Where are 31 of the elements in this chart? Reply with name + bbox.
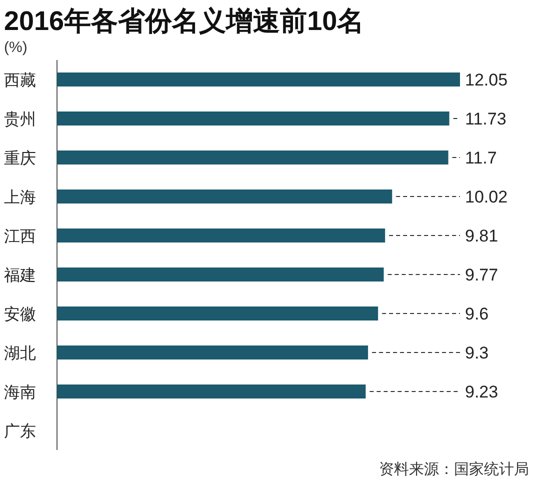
data-label: 12.05 xyxy=(465,70,508,90)
data-label: 9.23 xyxy=(465,382,498,402)
data-label: 10.02 xyxy=(465,188,508,206)
y-tick-label: 贵州 xyxy=(4,110,36,128)
data-label: 11.7 xyxy=(465,148,497,168)
y-tick-label: 西藏 xyxy=(4,72,36,90)
y-tick-label: 上海 xyxy=(4,188,36,206)
data-label: 9.3 xyxy=(465,344,489,362)
y-tick-label: 广东 xyxy=(4,422,36,440)
data-label: 11.73 xyxy=(465,110,506,128)
y-tick-label: 湖北 xyxy=(4,344,36,362)
data-label: 9.81 xyxy=(465,226,498,246)
bar xyxy=(57,384,366,398)
bar xyxy=(57,150,448,164)
data-label: 9.77 xyxy=(465,266,498,284)
y-tick-label: 安徽 xyxy=(4,306,36,324)
y-tick-label: 海南 xyxy=(4,384,36,402)
data-label: 9.6 xyxy=(465,304,489,324)
y-axis-title: (%) xyxy=(4,39,28,56)
bar xyxy=(57,72,460,86)
bar xyxy=(57,112,450,126)
bar xyxy=(57,190,392,204)
bar xyxy=(57,346,368,360)
y-tick-label: 江西 xyxy=(4,228,36,246)
bar xyxy=(57,306,378,320)
text: 资料来源：国家统计局 xyxy=(379,461,529,478)
bar xyxy=(57,228,386,242)
bar xyxy=(57,268,384,282)
chart-title: 2016年各省份名义增速前10名 xyxy=(4,6,364,36)
y-tick-label: 重庆 xyxy=(4,150,36,168)
y-tick-label: 福建 xyxy=(4,266,36,284)
